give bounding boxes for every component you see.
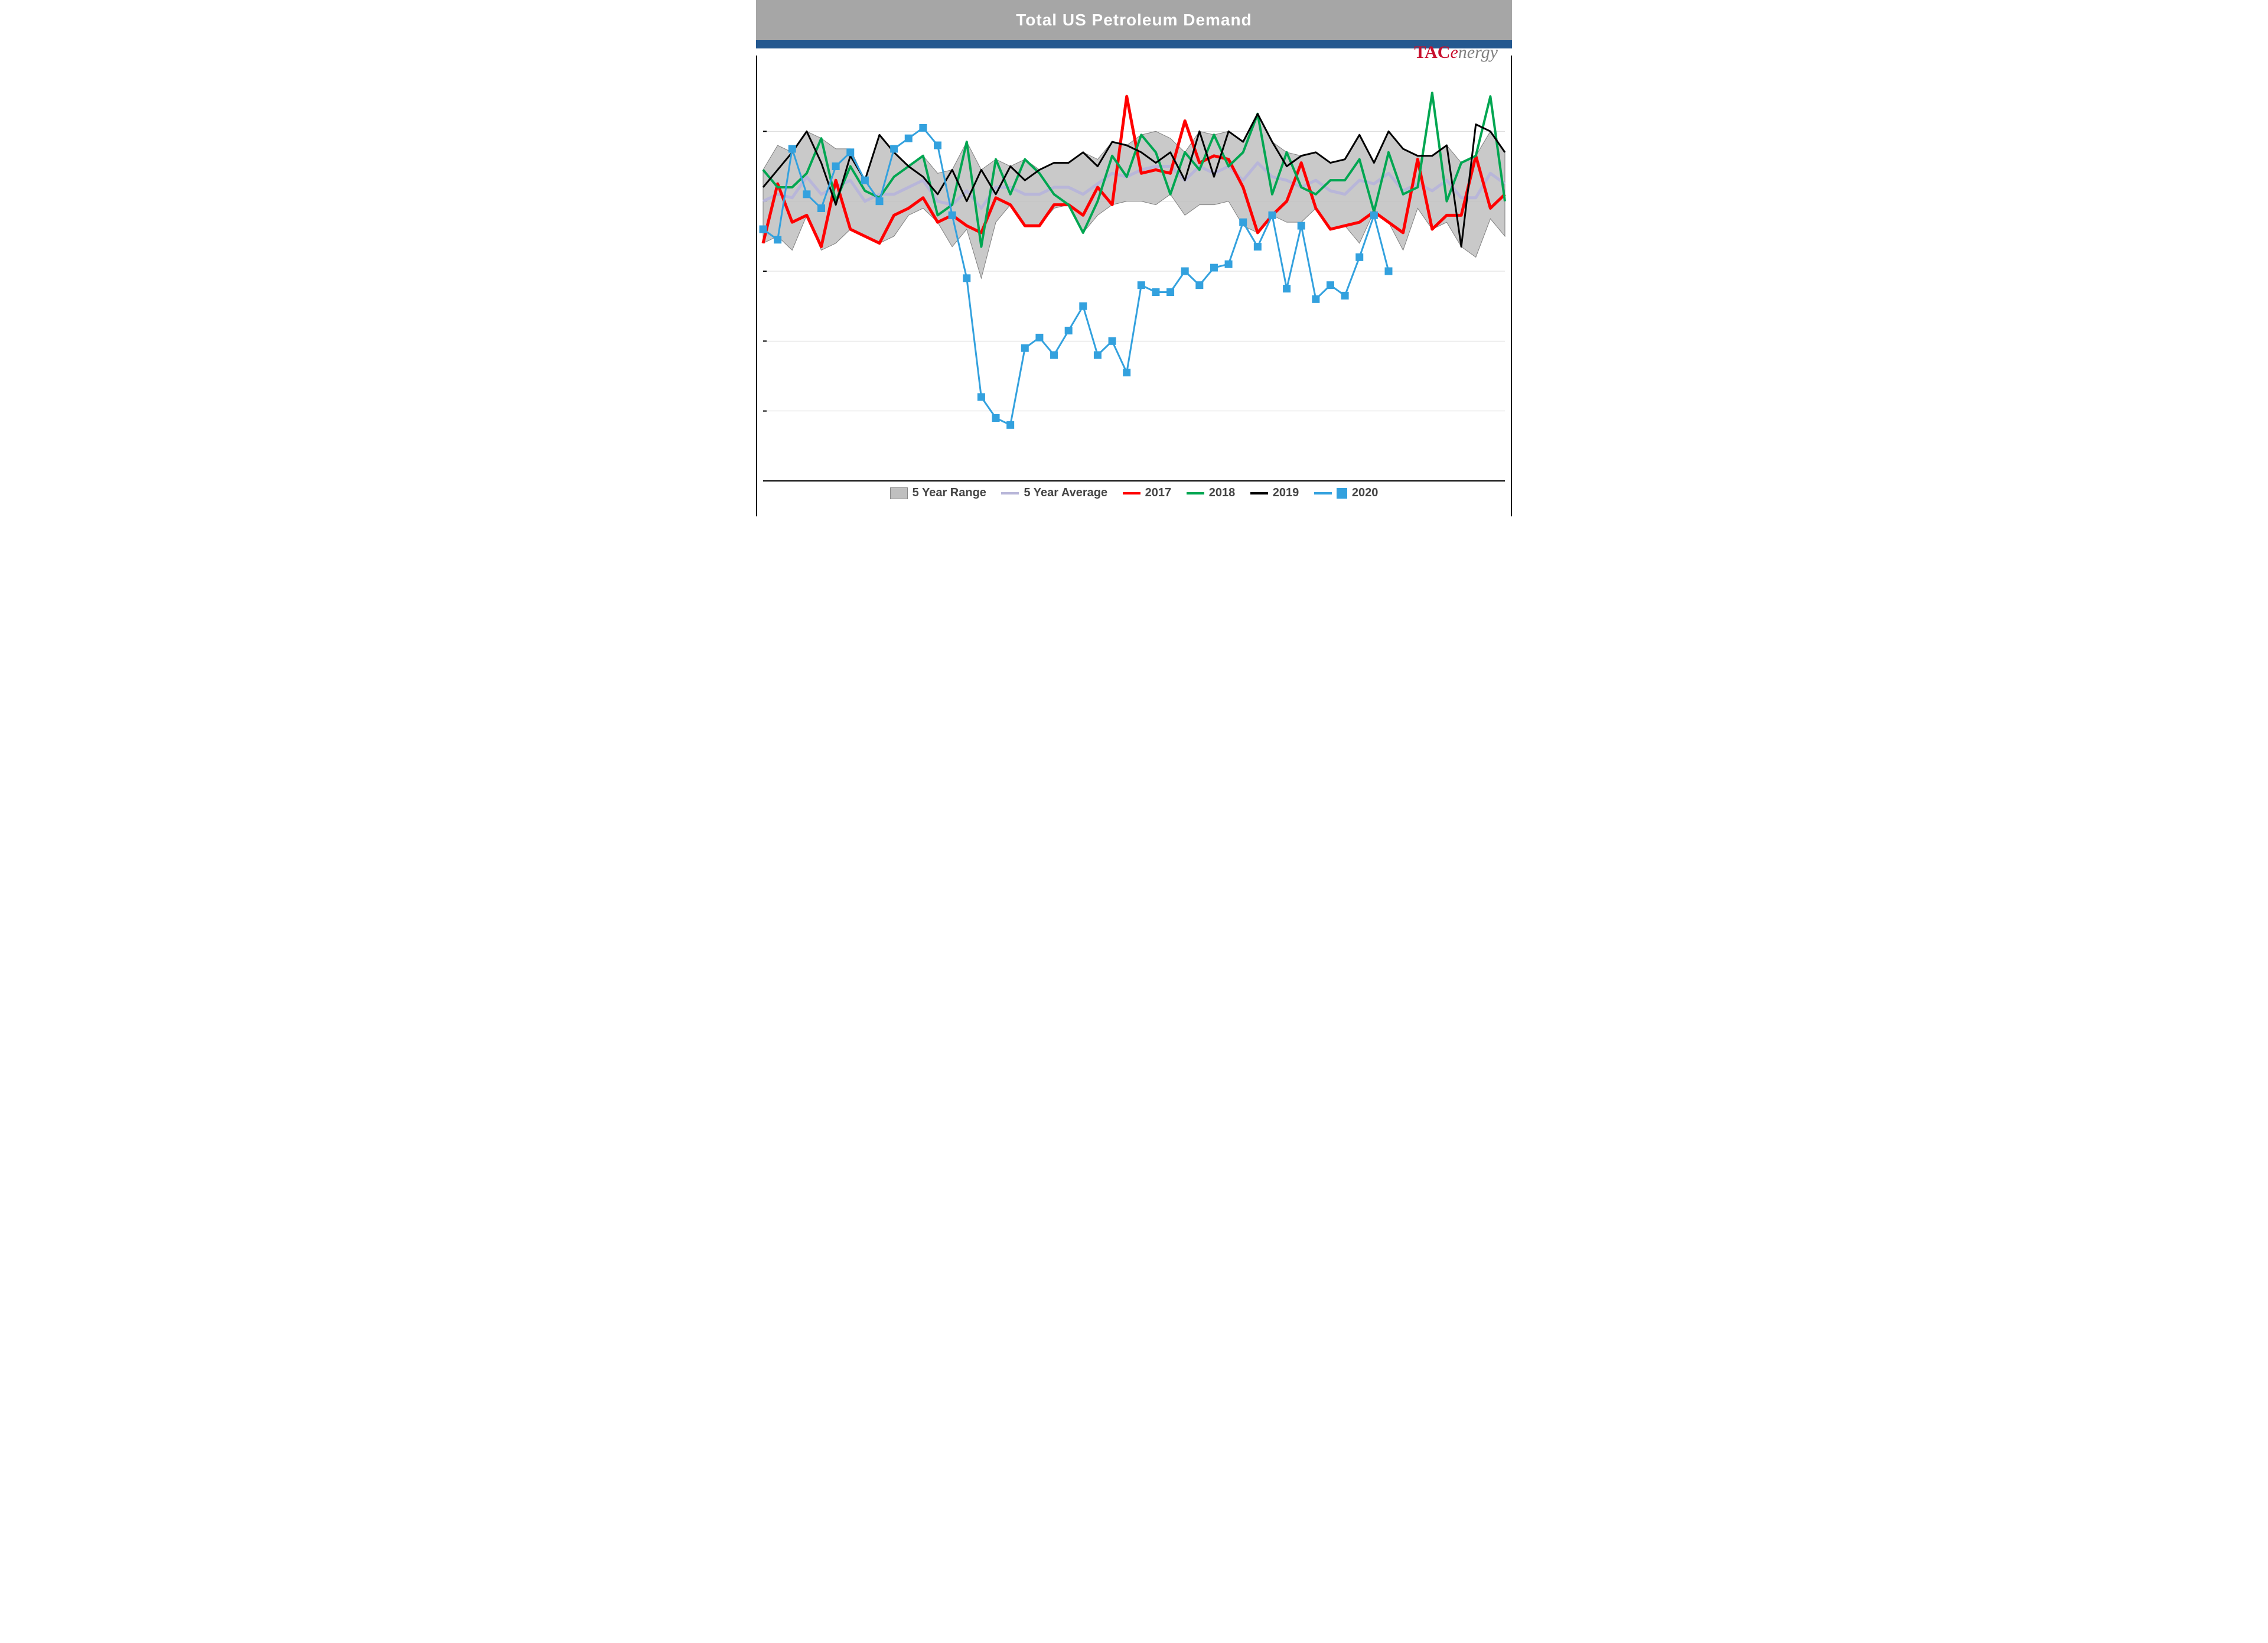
legend-item-avg: 5 Year Average <box>1001 486 1107 500</box>
legend-item-2020: 2020 <box>1314 486 1379 500</box>
chart-svg <box>757 56 1511 516</box>
accent-strip <box>756 40 1512 48</box>
legend: 5 Year Range 5 Year Average 2017 2018 20… <box>757 486 1511 500</box>
line-swatch-icon <box>1187 492 1204 494</box>
marker-swatch-icon <box>1337 488 1347 499</box>
legend-item-range: 5 Year Range <box>890 486 986 500</box>
line-swatch-icon <box>1001 492 1019 494</box>
line-swatch-icon <box>1123 492 1140 494</box>
legend-label-2020: 2020 <box>1352 486 1379 500</box>
legend-label-2019: 2019 <box>1273 486 1299 500</box>
legend-item-2017: 2017 <box>1123 486 1172 500</box>
plot-area: 5 Year Range 5 Year Average 2017 2018 20… <box>756 56 1512 516</box>
legend-item-2019: 2019 <box>1250 486 1299 500</box>
legend-label-2018: 2018 <box>1209 486 1236 500</box>
line-swatch-icon <box>1314 492 1332 494</box>
legend-label-avg: 5 Year Average <box>1024 486 1107 500</box>
chart-title: Total US Petroleum Demand <box>756 0 1512 40</box>
chart-container: Total US Petroleum Demand TACenergy 5 Ye… <box>756 0 1512 516</box>
legend-label-range: 5 Year Range <box>913 486 986 500</box>
line-swatch-icon <box>1250 492 1268 494</box>
legend-item-2018: 2018 <box>1187 486 1236 500</box>
range-swatch-icon <box>890 487 908 499</box>
legend-label-2017: 2017 <box>1145 486 1172 500</box>
